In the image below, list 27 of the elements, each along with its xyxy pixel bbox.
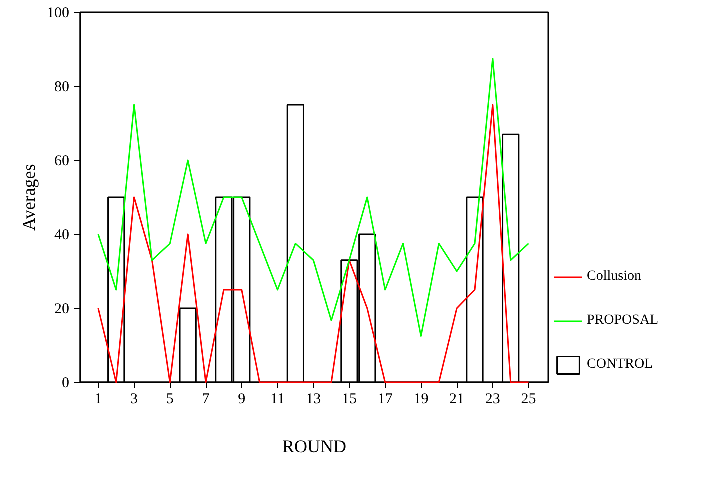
y-tick-label: 40 — [54, 228, 70, 244]
x-tick-label: 9 — [238, 392, 246, 408]
legend-label: CONTROL — [587, 357, 654, 373]
y-tick-label: 0 — [62, 376, 70, 392]
x-tick-label: 19 — [414, 392, 429, 408]
legend-label: PROPOSAL — [587, 313, 659, 329]
x-tick-label: 13 — [306, 392, 322, 408]
x-tick-label: 23 — [485, 392, 500, 408]
x-tick-label: 21 — [450, 392, 465, 408]
line-series — [98, 58, 530, 337]
line-series — [98, 104, 530, 384]
y-tick-label: 20 — [54, 302, 70, 318]
y-axis-title: Averages — [19, 164, 39, 231]
x-tick-label: 15 — [342, 392, 357, 408]
x-tick-label: 25 — [521, 392, 536, 408]
y-tick-label: 80 — [54, 80, 70, 96]
legend-label: Collusion — [587, 269, 642, 285]
x-tick-label: 1 — [94, 392, 102, 408]
y-tick-label: 60 — [54, 154, 70, 170]
y-tick-label: 100 — [47, 6, 70, 22]
x-axis-title: ROUND — [282, 436, 347, 456]
x-tick-label: 5 — [166, 392, 174, 408]
x-tick-label: 3 — [130, 392, 138, 408]
x-tick-label: 11 — [270, 392, 285, 408]
bar — [286, 104, 304, 382]
x-tick-label: 17 — [378, 392, 394, 408]
x-tick-label: 7 — [202, 392, 210, 408]
